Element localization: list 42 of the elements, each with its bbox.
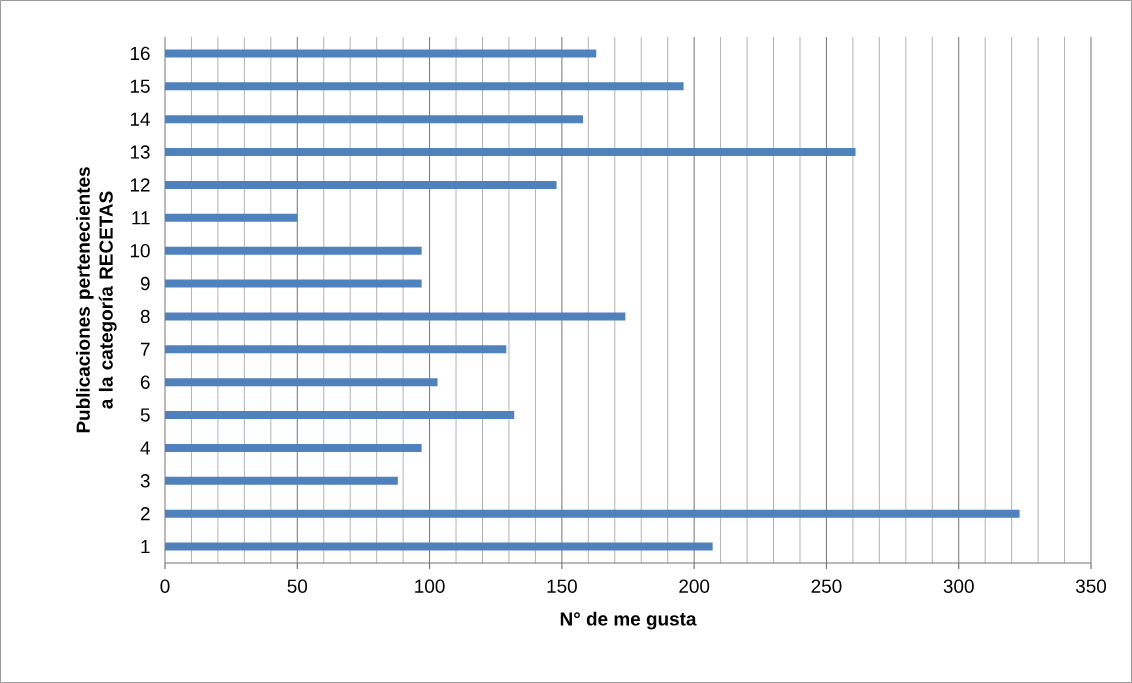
bar	[165, 411, 515, 420]
x-tick-label: 0	[160, 579, 170, 593]
x-tick-label: 50	[287, 579, 308, 593]
bar	[165, 443, 422, 452]
bar	[165, 542, 713, 551]
bar	[165, 312, 626, 321]
y-tick-label: 4	[140, 441, 150, 455]
y-tick-label: 16	[130, 46, 150, 61]
bar	[165, 180, 557, 189]
x-tick-label: 250	[811, 579, 842, 593]
y-tick-label: 7	[140, 342, 150, 356]
y-tick-label: 11	[132, 211, 150, 225]
bar	[165, 148, 856, 157]
bar	[165, 345, 507, 354]
y-tick-label: 8	[140, 309, 150, 324]
y-tick-label: 9	[140, 276, 150, 291]
bar	[165, 82, 684, 91]
bar	[165, 115, 584, 124]
y-tick-label: 12	[130, 178, 150, 192]
bar	[165, 378, 438, 387]
y-tick-label: 6	[140, 375, 150, 389]
x-axis-title: N° de me gusta	[560, 611, 697, 630]
x-tick-label: 350	[1075, 579, 1107, 593]
x-tick-label: 100	[415, 579, 445, 593]
y-tick-label: 14	[130, 112, 150, 126]
y-tick-label: 10	[130, 243, 150, 258]
bar	[165, 213, 298, 222]
bar	[165, 279, 422, 288]
bar	[165, 509, 1020, 518]
y-tick-label: 15	[130, 79, 150, 93]
y-tick-label: 13	[130, 145, 150, 159]
y-tick-label: 3	[140, 474, 150, 488]
bar	[165, 49, 597, 58]
y-tick-label: 1	[141, 540, 150, 554]
bar	[165, 246, 422, 255]
x-tick-label: 150	[547, 579, 577, 593]
bar	[165, 476, 398, 485]
y-axis-title: Publicaciones pertenecientes a la categoría RECETAS	[75, 167, 117, 433]
y-tick-label: 5	[140, 408, 150, 422]
x-tick-label: 200	[679, 579, 710, 593]
x-tick-label: 300	[943, 579, 974, 593]
y-tick-label: 2	[140, 507, 150, 521]
